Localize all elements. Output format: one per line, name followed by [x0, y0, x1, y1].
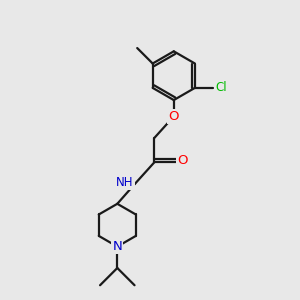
Text: Cl: Cl [215, 81, 227, 94]
Text: N: N [112, 240, 122, 253]
Text: O: O [169, 110, 179, 123]
Text: NH: NH [116, 176, 134, 189]
Text: O: O [177, 154, 188, 167]
